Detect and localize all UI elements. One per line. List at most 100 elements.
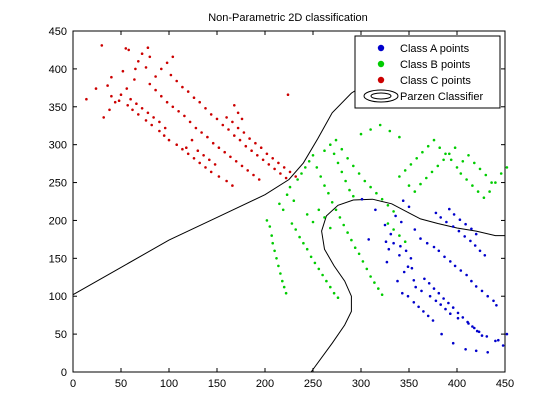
point-class-b-points (369, 275, 372, 278)
point-class-a-points (492, 299, 495, 303)
point-class-b-points (348, 188, 351, 192)
point-class-c-points (248, 137, 251, 140)
point-class-c-points (225, 116, 228, 119)
point-class-b-points (488, 190, 491, 193)
point-class-b-points (430, 170, 434, 174)
point-class-a-points (384, 240, 388, 243)
point-class-b-points (380, 197, 384, 201)
point-class-b-points (398, 234, 401, 237)
point-class-a-points (449, 260, 452, 263)
point-class-c-points (185, 146, 188, 149)
point-class-c-points (181, 147, 184, 151)
point-class-b-points (407, 184, 411, 187)
point-class-b-points (378, 123, 382, 127)
point-class-a-points (434, 211, 438, 215)
point-class-c-points (158, 120, 161, 124)
x-tick-label: 50 (115, 378, 127, 390)
point-class-c-points (265, 152, 269, 156)
point-class-a-points (444, 307, 447, 311)
y-tick-label: 50 (55, 329, 67, 341)
point-class-b-points (346, 157, 349, 160)
point-class-c-points (198, 100, 201, 104)
point-class-c-points (94, 87, 98, 90)
y-tick-label: 150 (49, 253, 67, 265)
point-class-c-points (144, 119, 148, 122)
x-tick-label: 300 (352, 378, 370, 390)
point-class-a-points (469, 239, 472, 243)
point-class-b-points (494, 181, 497, 184)
legend-label: Class C points (400, 75, 471, 87)
point-class-a-points (428, 294, 432, 298)
point-class-b-points (432, 138, 436, 142)
point-class-b-points (278, 202, 281, 206)
point-class-c-points (121, 69, 125, 73)
point-class-a-points (440, 332, 443, 336)
point-class-b-points (329, 143, 332, 146)
point-class-a-points (367, 238, 371, 241)
point-class-b-points (415, 157, 419, 160)
point-class-a-points (422, 310, 425, 313)
y-tick-label: 300 (49, 140, 67, 152)
point-class-b-points (438, 146, 442, 149)
point-class-b-points (340, 147, 344, 151)
point-class-a-points (451, 341, 455, 345)
point-class-a-points (426, 314, 430, 318)
point-class-c-points (217, 146, 221, 149)
point-class-c-points (100, 44, 104, 47)
point-class-a-points (480, 289, 484, 293)
point-class-b-points (490, 181, 493, 184)
point-class-b-points (419, 182, 422, 186)
point-class-b-points (311, 220, 315, 224)
point-class-b-points (421, 150, 424, 154)
point-class-c-points (131, 108, 134, 112)
point-class-a-points (427, 282, 431, 285)
point-class-b-points (459, 172, 463, 175)
point-class-a-points (478, 249, 482, 253)
point-class-b-points (275, 257, 278, 260)
point-class-b-points (353, 246, 357, 249)
point-class-c-points (202, 154, 205, 157)
point-class-c-points (211, 141, 215, 145)
point-class-a-points (453, 264, 457, 268)
point-class-c-points (217, 175, 221, 178)
point-class-c-points (146, 111, 150, 115)
point-class-c-points (129, 97, 132, 101)
point-class-c-points (152, 116, 155, 119)
plot-frame (72, 30, 506, 373)
point-class-b-points (336, 161, 340, 165)
point-class-c-points (225, 179, 228, 183)
y-tick-label: 0 (61, 367, 67, 379)
point-class-a-points (412, 301, 416, 304)
point-class-b-points (273, 249, 276, 253)
point-class-b-points (268, 225, 272, 228)
x-tick-label: 450 (496, 378, 514, 390)
point-class-b-points (448, 152, 451, 156)
x-tick-label: 350 (400, 378, 418, 390)
point-class-c-points (117, 99, 121, 102)
point-class-b-points (292, 199, 296, 202)
point-class-b-points (294, 228, 298, 231)
point-class-b-points (377, 287, 380, 290)
point-class-a-points (404, 249, 408, 253)
point-class-c-points (227, 128, 230, 131)
point-class-b-points (453, 146, 457, 149)
point-class-b-points (436, 164, 440, 168)
point-class-a-points (407, 205, 411, 209)
point-class-c-points (284, 176, 288, 180)
x-tick-label: 400 (448, 378, 466, 390)
point-class-c-points (267, 163, 271, 166)
point-class-b-points (392, 228, 395, 231)
legend-label: Parzen Classifier (400, 91, 483, 103)
point-class-b-points (327, 191, 330, 195)
point-class-b-points (398, 175, 401, 178)
y-tick-label: 450 (49, 26, 67, 38)
point-class-a-points (494, 339, 497, 343)
point-class-b-points (386, 204, 390, 207)
point-class-b-points (271, 241, 275, 245)
point-class-c-points (110, 75, 113, 79)
point-class-c-points (206, 135, 209, 139)
point-class-a-points (452, 213, 456, 216)
point-class-c-points (144, 66, 148, 69)
point-class-c-points (255, 154, 259, 157)
